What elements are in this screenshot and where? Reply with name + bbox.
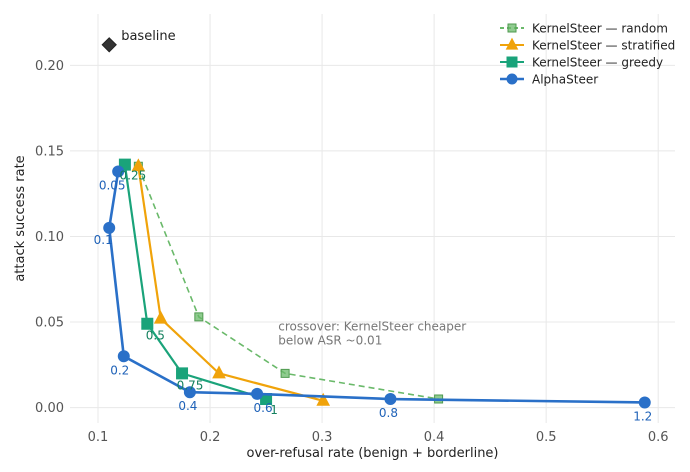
point-label: 0.5	[146, 329, 165, 343]
legend-label: KernelSteer — random	[532, 22, 668, 36]
x-tick-label: 0.3	[312, 430, 333, 445]
x-tick-label: 0.2	[200, 430, 221, 445]
annotation-line-1: crossover: KernelSteer cheaper	[278, 320, 466, 334]
data-point	[280, 368, 290, 378]
point-label: 0.05	[99, 178, 126, 192]
x-axis-title: over-refusal rate (benign + borderline)	[246, 446, 498, 461]
legend-swatch-marker	[506, 73, 518, 85]
data-point	[316, 392, 331, 406]
x-tick-label: 0.5	[536, 430, 557, 445]
data-point	[384, 393, 397, 405]
point-label: 1.2	[633, 409, 652, 423]
data-point	[638, 396, 651, 409]
series-layer	[103, 158, 651, 409]
point-label: 1	[270, 403, 278, 417]
data-point	[141, 317, 154, 330]
data-point	[183, 386, 196, 399]
point-labels: 0.25 0.5 0.75 1 0.05 0.1 0.2 0.4 0.6 0.8 1.2	[94, 169, 653, 424]
legend-item-alphasteer: AlphaSteer	[500, 73, 598, 87]
point-label: 0.8	[379, 406, 398, 420]
baseline-marker	[101, 37, 117, 53]
legend-item-stratified: KernelSteer — stratified	[500, 37, 675, 53]
data-point	[194, 312, 204, 322]
baseline-label: baseline	[121, 29, 175, 44]
data-point	[131, 158, 146, 172]
x-tick-label: 0.1	[88, 430, 109, 445]
x-tick-label: 0.6	[648, 430, 669, 445]
point-label: 0.6	[254, 401, 273, 415]
x-tick-label: 0.4	[424, 430, 445, 445]
data-point	[212, 365, 226, 379]
series-line	[137, 166, 324, 402]
legend: KernelSteer — random KernelSteer — strat…	[500, 22, 675, 87]
legend-label: KernelSteer — greedy	[532, 56, 663, 70]
data-point	[103, 221, 116, 234]
legend-swatch-marker	[507, 23, 517, 33]
point-label: 0.25	[120, 169, 147, 183]
legend-item-greedy: KernelSteer — greedy	[500, 56, 663, 70]
y-tick-label: 0.20	[35, 59, 64, 74]
axes: 0.1 0.2 0.3 0.4 0.5 0.6 0.00 0.05 0.10 0.15 0.20	[35, 59, 668, 445]
legend-item-random: KernelSteer — random	[500, 22, 668, 36]
y-tick-label: 0.05	[35, 316, 64, 331]
data-point	[153, 310, 168, 324]
point-label: 0.75	[177, 378, 204, 392]
y-tick-label: 0.00	[35, 401, 64, 416]
baseline-group: baseline	[101, 29, 176, 53]
legend-label: AlphaSteer	[532, 73, 598, 87]
annotation-line-2: below ASR ~0.01	[278, 334, 382, 348]
legend-swatch-marker	[505, 37, 519, 50]
y-axis-title: attack success rate	[13, 155, 28, 281]
point-label: 0.1	[94, 233, 113, 247]
point-label: 0.4	[178, 399, 197, 413]
data-point	[176, 367, 189, 380]
legend-label: KernelSteer — stratified	[532, 39, 675, 53]
plot-background	[70, 14, 675, 423]
data-point	[117, 350, 130, 363]
y-tick-label: 0.15	[35, 144, 64, 159]
series-line	[123, 164, 267, 401]
data-point	[112, 165, 125, 178]
y-tick-label: 0.10	[35, 230, 64, 245]
point-label: 0.2	[110, 363, 129, 377]
data-point	[251, 387, 264, 400]
series-line	[137, 166, 439, 400]
grid	[70, 14, 675, 423]
legend-swatch-marker	[506, 56, 518, 68]
